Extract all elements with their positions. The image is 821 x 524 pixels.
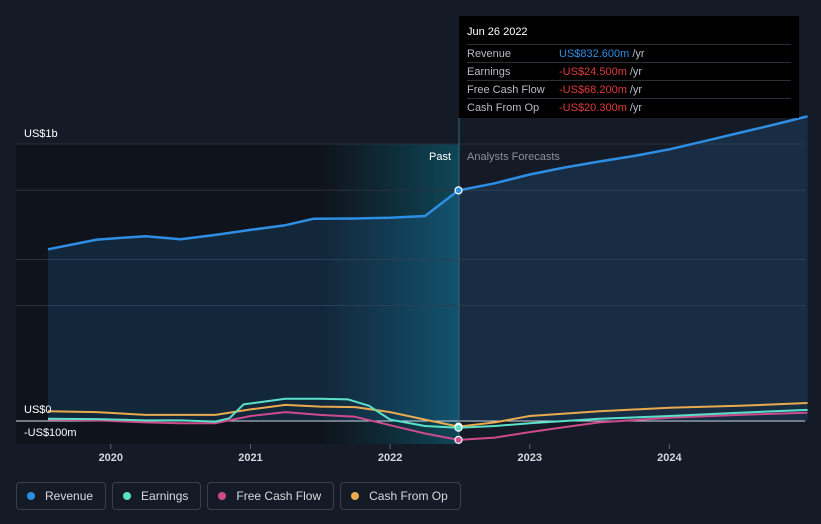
tooltip: Jun 26 2022 Revenue US$832.600m/yr Earning… <box>459 16 799 118</box>
tooltip-unit: /yr <box>629 101 643 114</box>
tooltip-unit: /yr <box>629 83 643 96</box>
revenue-marker <box>454 186 463 195</box>
forecast-label: Analysts Forecasts <box>467 151 560 163</box>
legend-label: Earnings <box>141 489 189 503</box>
legend-label: Cash From Op <box>369 489 448 503</box>
tooltip-value: -US$20.300m <box>559 101 627 114</box>
legend: Revenue Earnings Free Cash Flow Cash From O… <box>16 482 461 510</box>
legend-item-cash-from-op[interactable]: Cash From Op <box>340 482 461 510</box>
x-tick-label: 2023 <box>517 452 541 464</box>
past-highlight <box>322 144 459 444</box>
earnings-line <box>47 397 808 429</box>
legend-label: Revenue <box>45 489 94 503</box>
legend-label: Free Cash Flow <box>236 489 322 503</box>
legend-item-revenue[interactable]: Revenue <box>16 482 107 510</box>
tooltip-label: Cash From Op <box>467 101 540 114</box>
tooltip-row: Revenue US$832.600m/yr <box>467 44 791 62</box>
legend-item-earnings[interactable]: Earnings <box>112 482 202 510</box>
legend-dot-icon <box>218 492 227 500</box>
y-axis-zero-label: US$0 <box>24 404 52 416</box>
x-tick-label: 2021 <box>238 452 262 464</box>
tooltip-row: Earnings -US$24.500m/yr <box>467 62 791 80</box>
tooltip-value: US$832.600m <box>559 47 630 60</box>
tooltip-label: Free Cash Flow <box>467 83 545 96</box>
tooltip-value: -US$24.500m <box>559 65 627 78</box>
legend-dot-icon <box>123 492 132 500</box>
past-label: Past <box>429 151 451 163</box>
x-tick-label: 2022 <box>378 452 402 464</box>
tooltip-unit: /yr <box>632 47 645 60</box>
tooltip-label: Earnings <box>467 65 511 78</box>
tooltip-value: -US$68.200m <box>559 83 627 96</box>
x-tick-label: 2020 <box>99 452 123 464</box>
cash-from-op-line <box>47 402 808 428</box>
tooltip-label: Revenue <box>467 47 512 60</box>
legend-dot-icon <box>351 492 360 500</box>
legend-dot-icon <box>27 492 35 500</box>
free-cash-flow-line <box>47 411 808 441</box>
y-axis-bottom-label: -US$100m <box>24 427 77 439</box>
tooltip-row: Free Cash Flow -US$68.200m/yr <box>467 80 791 98</box>
y-axis-top-label: US$1b <box>24 128 58 140</box>
tooltip-row: Cash From Op -US$20.300m/yr <box>467 98 791 116</box>
earnings-marker <box>454 423 463 432</box>
tooltip-date: Jun 26 2022 <box>467 26 528 38</box>
tooltip-unit: /yr <box>629 65 643 78</box>
x-tick-label: 2024 <box>657 452 682 464</box>
free-cash-flow-marker <box>454 435 463 444</box>
revenue-line <box>47 115 808 251</box>
revenue-area <box>48 116 808 422</box>
legend-item-free-cash-flow[interactable]: Free Cash Flow <box>207 482 335 510</box>
